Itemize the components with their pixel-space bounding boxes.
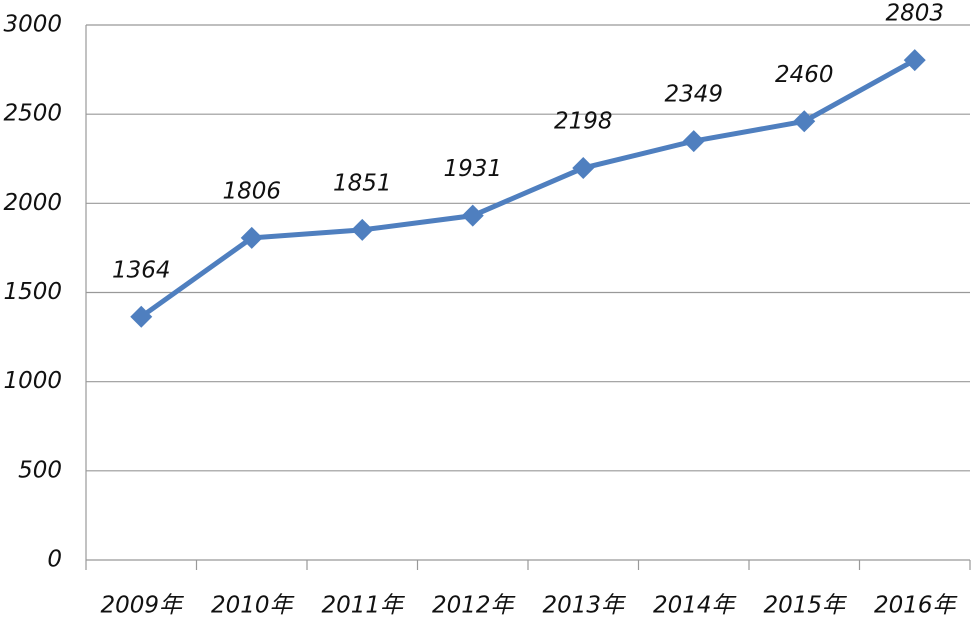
- marker: [793, 110, 816, 133]
- data-label: 1364: [112, 257, 171, 283]
- x-tick-label: 2013年: [542, 593, 626, 619]
- y-tick-label: 1000: [3, 368, 62, 394]
- y-tick-label: 500: [18, 457, 62, 483]
- data-label: 1806: [222, 178, 281, 204]
- y-tick-label: 0: [47, 547, 62, 573]
- marker: [461, 204, 484, 227]
- data-label: 2460: [775, 62, 834, 88]
- data-label: 2198: [554, 109, 613, 135]
- marker: [240, 226, 263, 249]
- data-label: 2349: [664, 82, 723, 108]
- x-tick-label: 2010年: [211, 593, 295, 619]
- marker: [130, 305, 153, 328]
- data-label: 1931: [443, 156, 502, 182]
- marker: [903, 49, 926, 72]
- data-label: 2803: [885, 1, 944, 27]
- x-tick-label: 2014年: [653, 593, 737, 619]
- y-tick-label: 2500: [3, 101, 62, 127]
- y-tick-label: 2000: [3, 190, 62, 216]
- y-tick-label: 3000: [3, 12, 62, 38]
- x-tick-label: 2009年: [100, 593, 184, 619]
- x-tick-label: 2012年: [432, 593, 516, 619]
- marker: [572, 157, 595, 180]
- x-tick-label: 2011年: [321, 593, 405, 619]
- x-tick-label: 2016年: [874, 593, 958, 619]
- marker: [351, 218, 374, 241]
- marker: [682, 130, 705, 153]
- data-label: 1851: [333, 170, 392, 196]
- y-tick-label: 1500: [3, 279, 62, 305]
- x-tick-label: 2015年: [763, 593, 847, 619]
- series-line: [139, 57, 916, 319]
